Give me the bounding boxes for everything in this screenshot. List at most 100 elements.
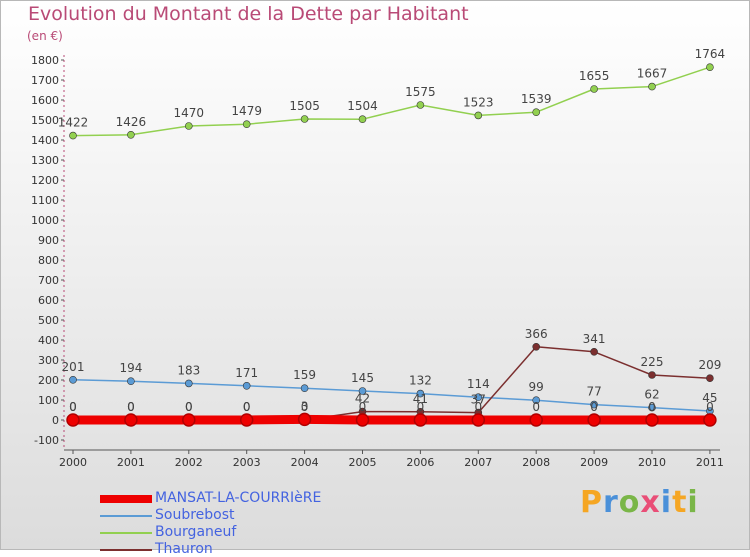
data-point <box>185 379 193 388</box>
data-label: 225 <box>641 355 664 369</box>
x-tick-label: 2009 <box>580 456 608 469</box>
data-label: 341 <box>583 332 606 346</box>
proxiti-logo: Proxiti <box>580 485 699 520</box>
x-tick-label: 2005 <box>349 456 377 469</box>
series-line <box>73 414 710 425</box>
data-label: 1479 <box>231 104 262 118</box>
x-tick-label: 2006 <box>406 456 434 469</box>
data-label: 0 <box>590 400 598 414</box>
data-point <box>300 115 309 123</box>
legend-item: Bourganeuf <box>100 524 400 540</box>
data-point <box>185 122 193 130</box>
legend-item: Thauron <box>100 541 400 557</box>
y-tick-label: 700 <box>38 274 59 287</box>
data-label: 1426 <box>116 115 147 129</box>
chart-subtitle: (en €) <box>27 29 63 43</box>
data-point <box>703 413 717 427</box>
data-label: 209 <box>698 358 721 372</box>
y-tick-label: 1100 <box>31 194 59 207</box>
data-point <box>69 375 77 384</box>
series-line <box>72 379 710 412</box>
series-layer <box>66 63 717 427</box>
data-label: 41 <box>413 392 428 406</box>
y-tick-label: 600 <box>38 294 59 307</box>
data-label: 77 <box>586 385 601 399</box>
data-label: 0 <box>648 400 656 414</box>
data-point <box>648 82 656 91</box>
data-label: 201 <box>62 360 85 374</box>
data-label: 0 <box>532 400 540 414</box>
data-point <box>416 101 425 109</box>
logo-letter: r <box>603 485 619 520</box>
data-label: 114 <box>467 377 490 391</box>
data-point <box>355 413 370 427</box>
data-label: 42 <box>355 392 370 406</box>
y-tick-label: -100 <box>34 434 59 447</box>
legend: MANSAT-LA-COURRIèRE Soubrebost Bourganeuf T… <box>100 484 400 557</box>
legend-label: Bourganeuf <box>155 524 237 540</box>
data-label: 0 <box>417 400 425 414</box>
y-tick-label: 1600 <box>31 94 59 107</box>
data-point <box>413 413 428 427</box>
data-label: 0 <box>359 400 367 414</box>
data-label: 0 <box>127 400 135 414</box>
logo-letter: i <box>660 485 673 520</box>
data-label: 0 <box>243 400 251 414</box>
data-point <box>590 85 598 93</box>
logo-letter: P <box>580 485 603 520</box>
legend-swatch <box>100 495 152 503</box>
logo-letter: t <box>672 485 688 520</box>
data-point <box>69 131 77 140</box>
logo-letter: o <box>618 485 641 520</box>
data-point <box>300 384 309 393</box>
y-tick-label: 0 <box>52 414 59 427</box>
data-point <box>529 413 543 427</box>
x-tick-label: 2008 <box>522 456 550 469</box>
legend-label: MANSAT-LA-COURRIèRE <box>155 490 322 506</box>
data-label: 1539 <box>521 92 552 106</box>
y-tick-label: 300 <box>38 354 59 367</box>
data-point <box>532 108 541 116</box>
chart-title: Evolution du Montant de la Dette par Hab… <box>28 3 469 25</box>
x-tick-label: 2011 <box>696 456 724 469</box>
y-tick-label: 1200 <box>31 174 59 187</box>
data-label: 183 <box>177 363 200 377</box>
y-tick-label: 1000 <box>31 214 59 227</box>
data-label: 0 <box>127 400 135 414</box>
y-tick-label: 200 <box>38 374 59 387</box>
series-line <box>73 346 710 421</box>
data-label: 62 <box>644 388 659 402</box>
data-label: 0 <box>706 400 714 414</box>
data-point <box>297 412 312 427</box>
x-tick-label: 2003 <box>233 456 261 469</box>
data-label: 1764 <box>695 47 726 61</box>
data-label: 132 <box>409 374 432 388</box>
data-label: 0 <box>185 400 193 414</box>
data-point <box>416 389 425 398</box>
data-label: 1505 <box>289 99 320 113</box>
data-point <box>645 413 659 427</box>
data-point <box>706 63 714 71</box>
data-label: 0 <box>301 400 309 414</box>
data-label: 37 <box>471 393 486 407</box>
x-tick-label: 2000 <box>59 456 87 469</box>
data-point <box>587 413 601 427</box>
data-label: 1667 <box>637 67 668 81</box>
data-label: 1470 <box>174 106 205 120</box>
data-point <box>239 413 254 427</box>
y-tick-label: 1700 <box>31 74 59 87</box>
data-label: 0 <box>185 400 193 414</box>
y-tick-label: 1300 <box>31 154 59 167</box>
data-label: 45 <box>702 391 717 405</box>
data-point <box>358 387 367 395</box>
data-label: 159 <box>293 368 316 382</box>
data-point <box>648 371 656 379</box>
y-tick-label: 500 <box>38 314 59 327</box>
data-label: 3 <box>301 399 309 413</box>
x-tick-label: 2002 <box>175 456 203 469</box>
data-label: 1422 <box>58 116 89 130</box>
data-point <box>474 111 483 120</box>
x-tick-label: 2001 <box>117 456 145 469</box>
y-tick-label: 100 <box>38 394 59 407</box>
data-point <box>706 374 714 383</box>
